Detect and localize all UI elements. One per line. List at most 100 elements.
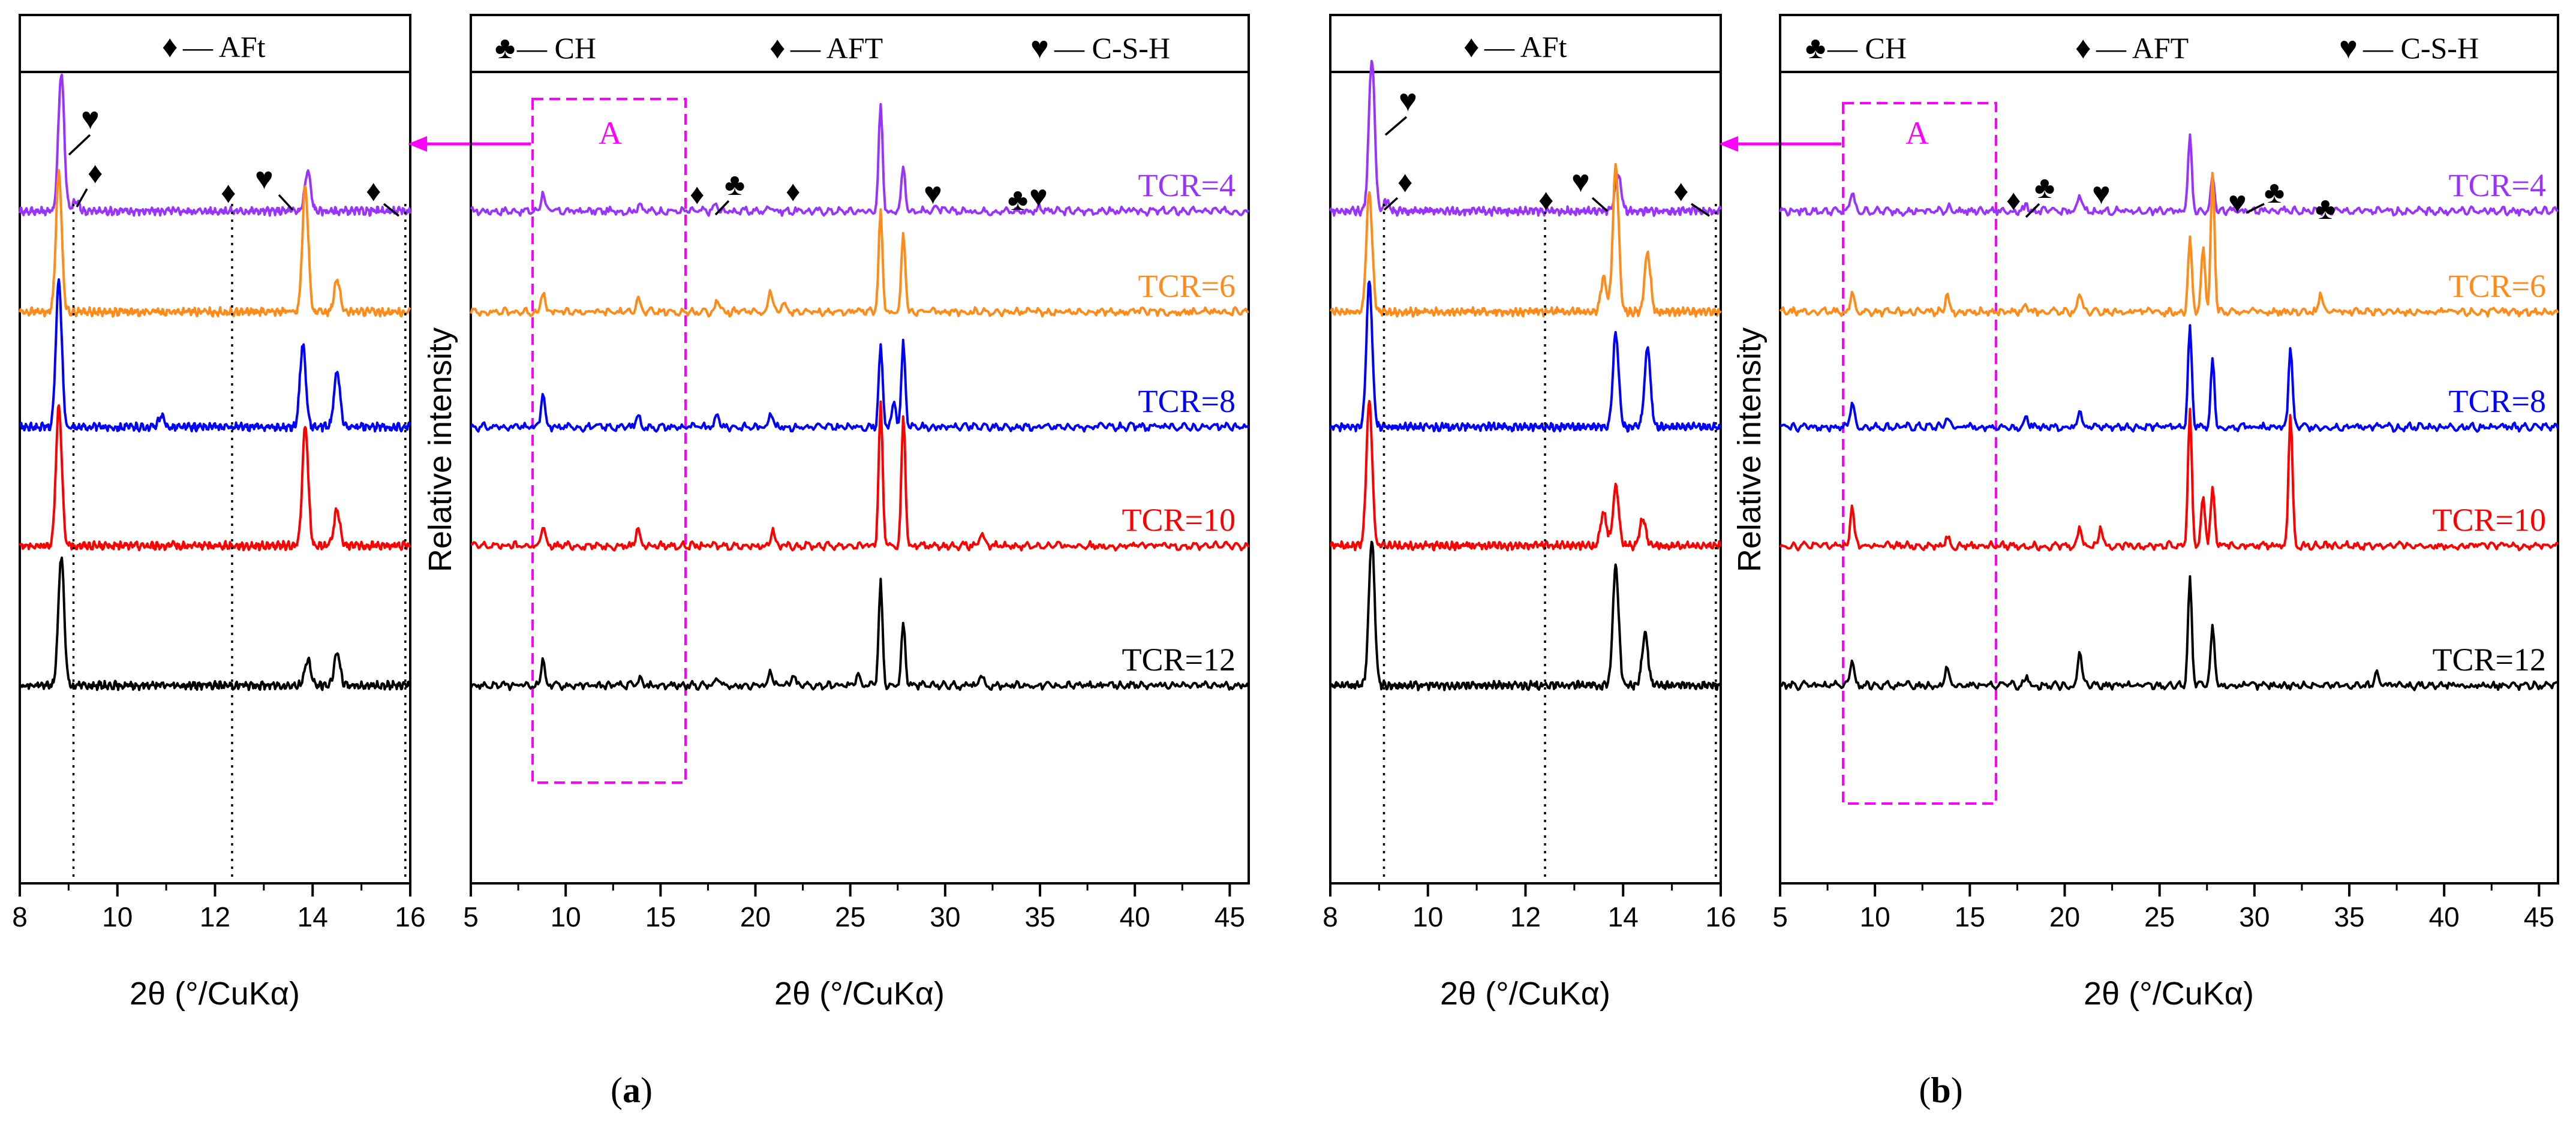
series-label: TCR=8: [1138, 383, 1236, 419]
series-line-tcr-10: [470, 400, 1250, 552]
main-x-axis-label: 2θ (°/CuKα): [774, 976, 945, 1012]
x-tick-label: 15: [645, 901, 676, 933]
csh-marker: ♥: [1399, 84, 1417, 118]
series-line-tcr-12: [19, 557, 411, 691]
main-frame: [470, 14, 1250, 885]
inset-curves: [1329, 59, 1722, 691]
x-tick-label: 10: [102, 901, 133, 933]
panel-a: ♦ — AFt 8 10 12 14 16 2θ (°/CuKα) ♥ ♦ ♦ ♥ ♦: [12, 14, 1250, 1110]
legend-aft-text: — AFT: [2096, 31, 2189, 65]
main-plot-a: ♣ — CH ♦ — AFT ♥ — C-S-H A TCR=4 TCR=6 TCR…: [422, 14, 1250, 1012]
ch-marker: ♣: [2264, 176, 2285, 210]
marker-leader: [2246, 203, 2265, 214]
main-x-ticks: 5 10 15 20 25 30 35 40 45: [1772, 883, 2554, 933]
main-x-ticks: 5 10 15 20 25 30 35 40 45: [463, 883, 1245, 933]
legend-csh-text: — C-S-H: [1054, 31, 1170, 65]
main-y-axis-label: Relative intensity: [422, 327, 458, 572]
x-tick-label: 30: [930, 901, 960, 933]
main-markers: ♦ ♣ ♥ ♥ ♣ ♣: [2006, 171, 2335, 226]
inset-legend-text: — AFt: [1484, 30, 1567, 64]
aft-marker: ♦: [1538, 183, 1554, 216]
ch-marker: ♣: [2315, 192, 2335, 226]
legend-aft-text: — AFT: [790, 31, 883, 65]
zoom-arrow: [1719, 136, 1841, 152]
marker-leader: [714, 200, 730, 216]
series-label: TCR=6: [2449, 268, 2546, 304]
series-line-tcr-4: [470, 103, 1250, 217]
main-y-axis-label: Relative intensity: [1732, 327, 1768, 572]
series-line-tcr-12: [1329, 540, 1722, 691]
inset-x-axis-label: 2θ (°/CuKα): [1440, 976, 1610, 1012]
legend-ch-symbol: ♣: [495, 31, 515, 65]
series-line-tcr-10: [19, 404, 411, 552]
x-tick-label: 10: [551, 901, 581, 933]
legend-aft-symbol: ♦: [770, 31, 786, 65]
series-line-tcr-12: [1780, 575, 2559, 691]
x-tick-label: 15: [1955, 901, 1985, 933]
main-markers: ♦ ♣ ♦ ♥ ♣ ♥: [690, 168, 1048, 217]
x-tick-label: 10: [1860, 901, 1890, 933]
x-tick-label: 45: [1215, 901, 1245, 933]
inset-curves: [19, 73, 411, 691]
series-line-tcr-4: [1779, 133, 2559, 217]
zoom-arrow: [408, 136, 531, 152]
legend-csh-symbol: ♥: [2339, 31, 2358, 65]
inset-x-axis-label: 2θ (°/CuKα): [130, 976, 300, 1012]
x-tick-label: 25: [2144, 901, 2175, 933]
inset-legend-symbol: ♦: [1463, 30, 1480, 64]
x-tick-label: 40: [2429, 901, 2460, 933]
marker-leader: [1591, 197, 1609, 212]
aft-marker: ♦: [366, 174, 381, 207]
marker-leader: [76, 188, 88, 207]
aft-marker: ♦: [2006, 185, 2021, 216]
zoom-arrow-head: [1719, 136, 1738, 152]
series-labels: TCR=4 TCR=6 TCR=8 TCR=10 TCR=12: [1122, 167, 1236, 678]
panel-letter-b: b: [1931, 1070, 1950, 1110]
x-tick-label: 25: [835, 901, 865, 933]
x-tick-label: 8: [1322, 901, 1338, 933]
marker-leader: [1384, 116, 1408, 136]
x-tick-label: 5: [463, 901, 479, 933]
series-label: TCR=12: [1122, 642, 1236, 678]
series-line-tcr-8: [470, 338, 1250, 433]
legend-ch-text: — CH: [516, 31, 596, 65]
series-line-tcr-4: [1329, 59, 1722, 217]
main-plot-b: ♣ — CH ♦ — AFT ♥ — C-S-H A TCR=4TCR=6TCR…: [1732, 14, 2559, 1012]
series-label: TCR=4: [1138, 167, 1236, 203]
zoom-arrow-head: [408, 136, 427, 152]
x-tick-label: 12: [200, 901, 230, 933]
main-legend: ♣ — CH ♦ — AFT ♥ — C-S-H: [1805, 31, 2479, 65]
series-label: TCR=4: [2449, 167, 2546, 203]
csh-marker: ♥: [255, 162, 273, 196]
legend-csh-text: — C-S-H: [2362, 31, 2479, 65]
region-a-label: A: [1905, 115, 1929, 151]
aft-marker: ♦: [690, 179, 705, 210]
region-a-box: [531, 98, 687, 784]
x-tick-label: 16: [1705, 901, 1736, 933]
main-x-axis-label: 2θ (°/CuKα): [2084, 976, 2254, 1012]
aft-marker: ♦: [1397, 165, 1413, 198]
aft-marker: ♦: [786, 176, 801, 207]
region-a-label: A: [599, 115, 622, 151]
x-tick-label: 8: [12, 901, 28, 933]
panel-label-a: (a): [611, 1070, 653, 1110]
csh-marker: ♥: [2092, 177, 2111, 211]
inset-legend-symbol: ♦: [162, 30, 178, 64]
inset-plot-b: ♦ — AFt 8 10 12 14 16 2θ (°/CuKα) ♥ ♦ ♦ ♥ ♦: [1322, 14, 1736, 1012]
inset-legend-text: — AFt: [182, 30, 266, 64]
legend-aft-symbol: ♦: [2075, 31, 2091, 65]
aft-marker: ♦: [221, 176, 236, 209]
csh-marker: ♥: [2228, 186, 2247, 220]
x-tick-label: 35: [2334, 901, 2364, 933]
series-label: TCR=6: [1138, 268, 1236, 304]
x-tick-label: 30: [2239, 901, 2270, 933]
x-tick-label: 14: [297, 901, 328, 933]
series-line-tcr-8: [1329, 280, 1721, 433]
panel-b: ♦ — AFt 8 10 12 14 16 2θ (°/CuKα) ♥ ♦ ♦ ♥ ♦: [1322, 14, 2559, 1110]
main-legend: ♣ — CH ♦ — AFT ♥ — C-S-H: [495, 31, 1170, 65]
panel-letter-a: a: [623, 1070, 641, 1110]
csh-marker: ♥: [924, 177, 942, 211]
x-tick-label: 20: [740, 901, 771, 933]
legend-ch-symbol: ♣: [1805, 31, 1826, 65]
